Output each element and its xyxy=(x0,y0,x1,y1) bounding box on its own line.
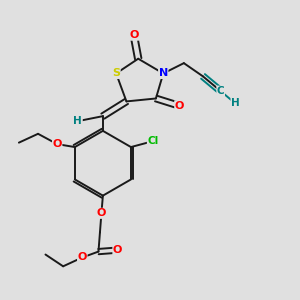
Text: Cl: Cl xyxy=(147,136,159,146)
Text: O: O xyxy=(52,139,62,149)
Text: O: O xyxy=(129,30,139,40)
Text: C: C xyxy=(217,86,224,96)
Text: O: O xyxy=(113,245,122,255)
Text: O: O xyxy=(175,101,184,111)
Text: H: H xyxy=(231,98,240,109)
Text: S: S xyxy=(112,68,120,78)
Text: N: N xyxy=(159,68,168,78)
Text: O: O xyxy=(97,208,106,218)
Text: O: O xyxy=(78,253,87,262)
Text: H: H xyxy=(74,116,82,126)
